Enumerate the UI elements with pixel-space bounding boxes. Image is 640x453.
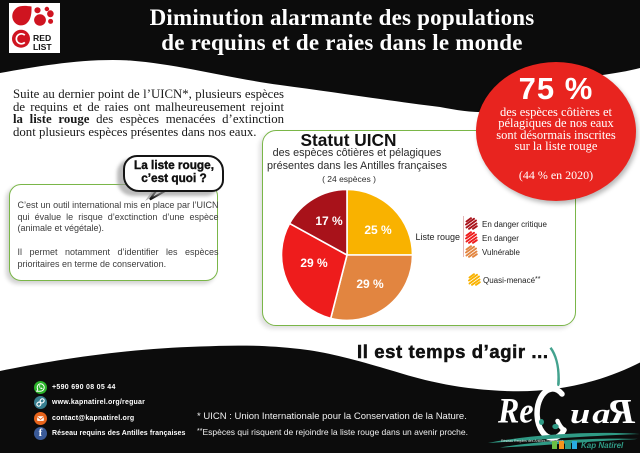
svg-text:RED: RED (33, 33, 51, 43)
svg-text:LIST: LIST (33, 42, 52, 52)
